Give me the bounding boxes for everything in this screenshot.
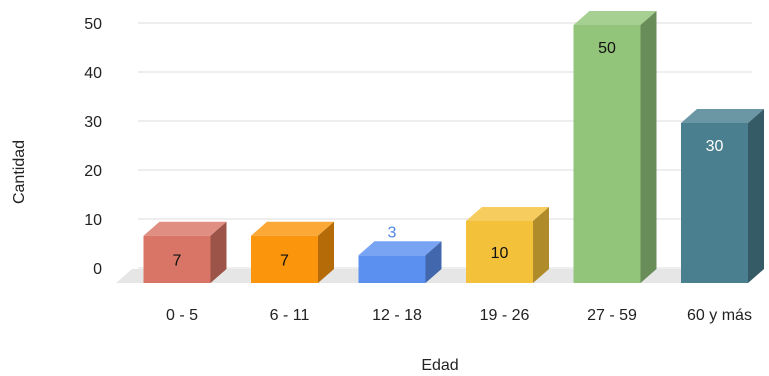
y-tick-label: 40	[84, 65, 102, 82]
x-tick-label: 12 - 18	[372, 307, 422, 324]
bar: 3	[358, 224, 442, 283]
bar-top-face	[358, 241, 442, 256]
x-tick-label: 60 y más	[687, 307, 752, 324]
y-axis-title: Cantidad	[11, 140, 28, 204]
bar-side-face	[640, 11, 657, 283]
bar-top-face	[681, 109, 764, 123]
x-tick-label: 6 - 11	[270, 307, 310, 324]
x-axis-ticks: 0 - 5 6 - 11 12 - 18 19 - 26 27 - 59 60 y más	[166, 307, 752, 324]
bar: 10	[466, 207, 549, 283]
bars: 7 7 3 10 50 30	[143, 11, 764, 283]
y-tick-label: 10	[84, 212, 102, 229]
y-tick-label: 0	[93, 261, 102, 278]
bar: 50	[573, 11, 657, 283]
y-tick-label: 50	[84, 16, 102, 33]
data-label: 30	[706, 138, 724, 155]
bar-top-face	[143, 221, 227, 236]
data-label: 10	[491, 245, 509, 262]
y-axis-ticks: 0 10 20 30 40 50	[84, 16, 102, 278]
data-label: 7	[280, 252, 289, 269]
bar-top-face	[251, 221, 334, 236]
bar-top-face	[573, 11, 657, 25]
bar: 30	[681, 109, 764, 283]
x-tick-label: 0 - 5	[166, 307, 198, 324]
bar-side-face	[533, 207, 549, 283]
x-tick-label: 19 - 26	[480, 307, 530, 324]
bar-side-face	[748, 109, 764, 283]
bar-side-face	[425, 241, 442, 283]
gridlines	[138, 22, 752, 269]
x-tick-label: 27 - 59	[587, 307, 637, 324]
bar: 7	[143, 221, 227, 283]
data-label: 50	[598, 40, 616, 57]
bar-front-face	[681, 123, 748, 283]
bar-front-face	[358, 255, 426, 283]
data-label: 3	[388, 224, 397, 241]
y-tick-label: 30	[84, 114, 102, 131]
bar-front-face	[573, 25, 641, 283]
bar-front-face	[143, 235, 211, 283]
bar-front-face	[251, 235, 318, 283]
bar: 7	[251, 221, 334, 283]
bar-side-face	[318, 221, 334, 283]
bar-side-face	[210, 221, 227, 283]
bar-front-face	[466, 221, 533, 283]
y-tick-label: 20	[84, 163, 102, 180]
bar-top-face	[466, 207, 549, 221]
data-label: 7	[173, 252, 182, 269]
x-axis-title: Edad	[421, 357, 458, 374]
